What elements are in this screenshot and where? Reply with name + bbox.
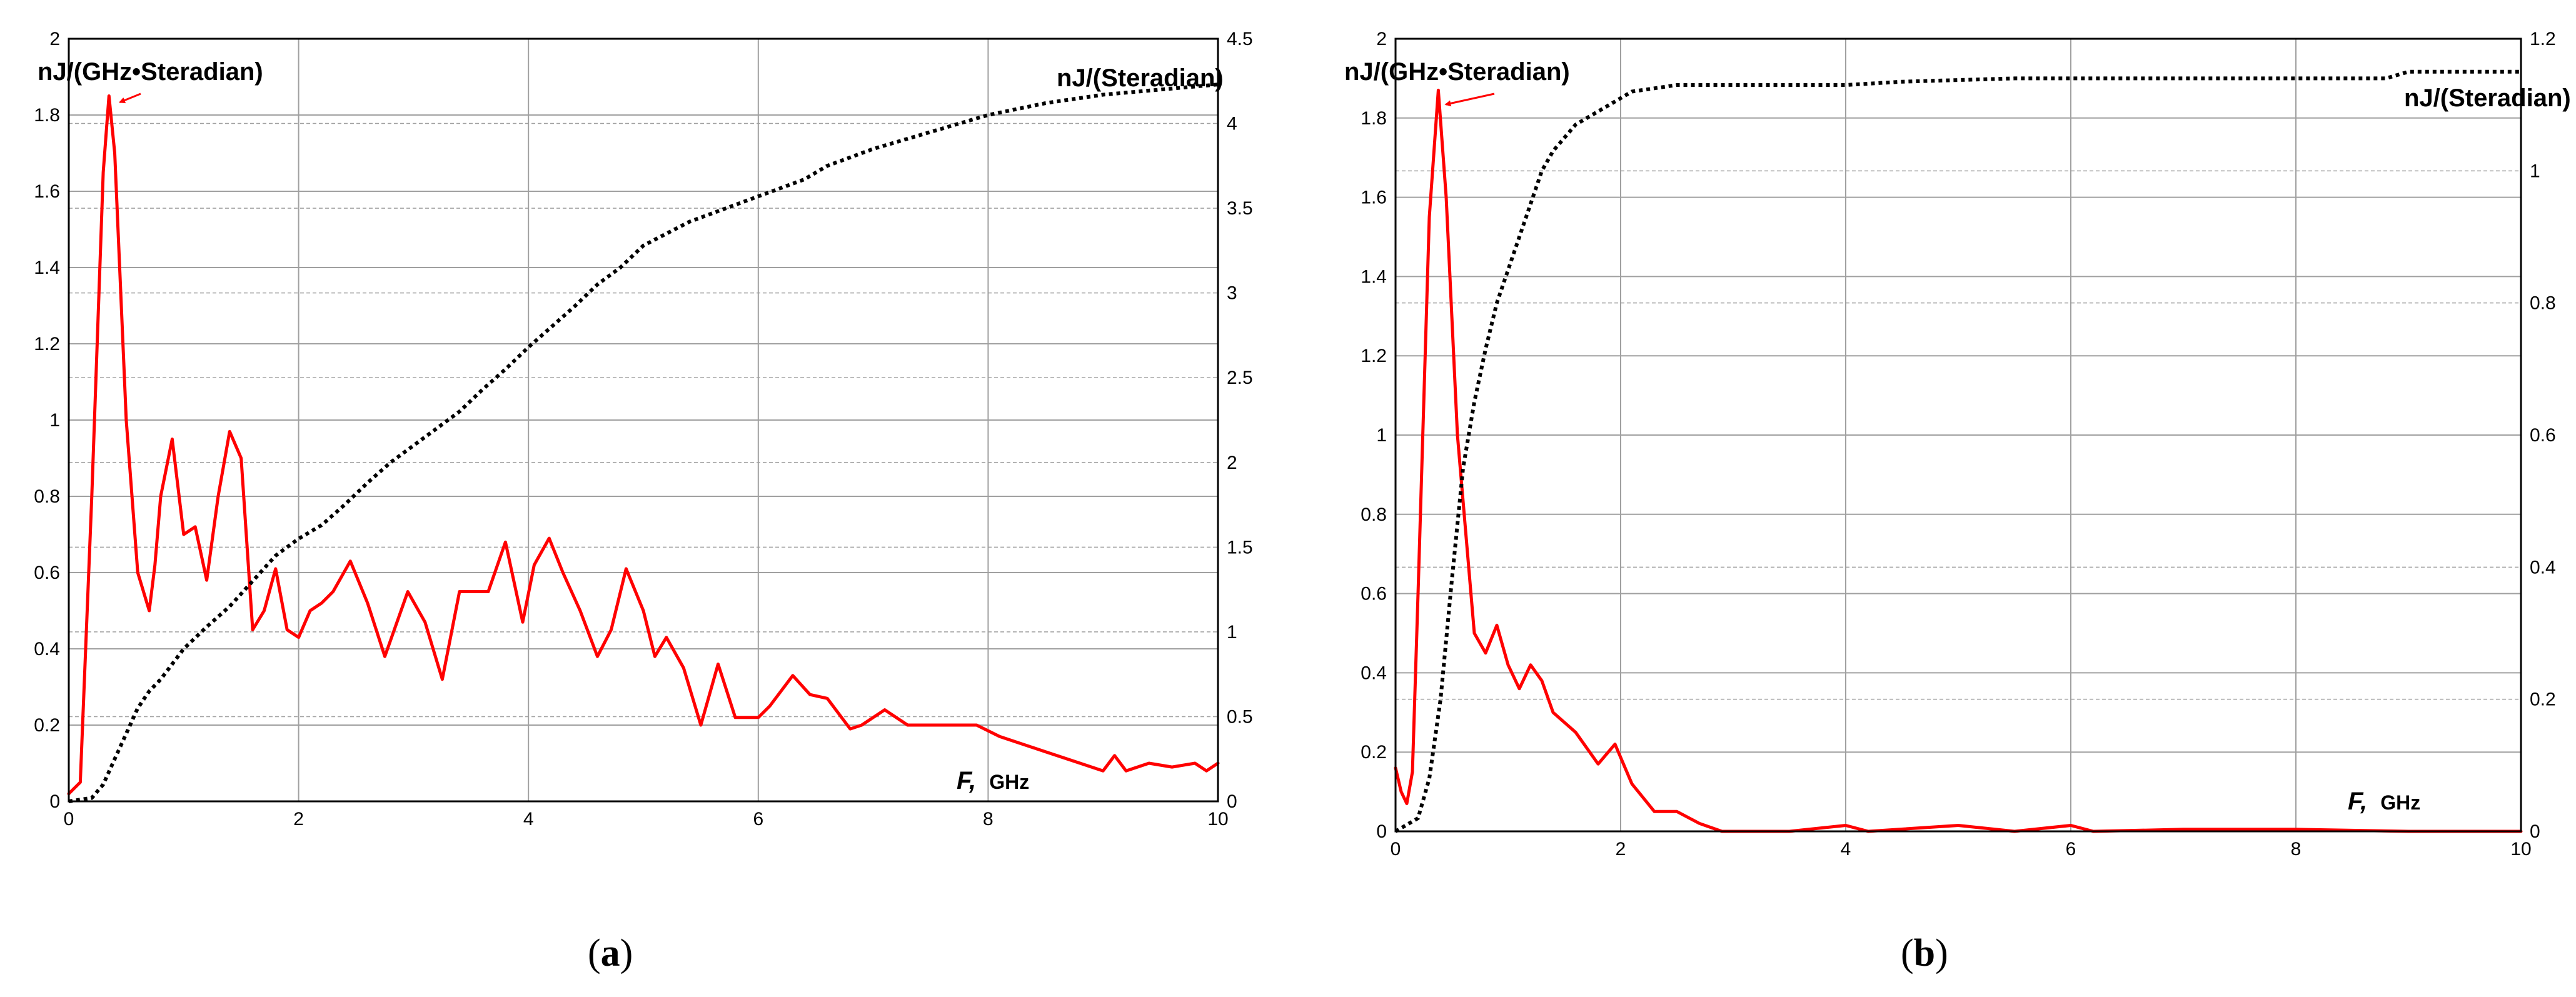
y-right-tick-label: 4 (1227, 114, 1237, 134)
y-left-tick-labels: 0 0.2 0.4 0.6 0.8 1 1.2 1.4 1.6 1.8 2 (1361, 29, 1387, 842)
x-tick-label: 6 (753, 809, 763, 829)
y-left-tick-label: 0.8 (1361, 504, 1387, 525)
y-left-tick-label: 1 (49, 410, 60, 431)
x-tick-label: 4 (523, 809, 534, 829)
y-right-tick-label: 0.5 (1227, 706, 1253, 727)
y-right-tick-label: 0 (1227, 791, 1237, 812)
x-tick-label: 4 (1841, 839, 1851, 859)
x-tick-label: 2 (1616, 839, 1626, 859)
cumulative-energy-line (1394, 69, 2521, 833)
panel-letter-b: b (1914, 932, 1935, 974)
y-left-tick-label: 1.2 (1361, 346, 1387, 366)
left-axis-unit: nJ/(GHz•Steradian) (1344, 58, 1570, 86)
panel-paren-close: ) (620, 932, 633, 974)
y-left-tick-label: 0.6 (1361, 584, 1387, 604)
x-axis-label: F, GHz (2348, 788, 2420, 815)
y-left-tick-label: 1.6 (1361, 188, 1387, 208)
y-right-tick-labels: 0 0.5 1 1.5 2 2.5 3 3.5 4 4.5 (1227, 29, 1253, 812)
series-lines (67, 83, 1220, 803)
y-left-tick-label: 1.8 (1361, 108, 1387, 129)
panel-letter-a: a (601, 932, 620, 974)
x-axis-variable: F, (2348, 788, 2367, 815)
y-left-tick-label: 2 (49, 29, 60, 49)
x-axis-label: F, GHz (957, 767, 1029, 794)
spectral-density-line (1394, 88, 2523, 833)
y-left-tick-label: 1.4 (1361, 266, 1387, 287)
spectral-density-line (67, 94, 1220, 796)
right-axis-unit: nJ/(Steradian) (1057, 64, 1224, 92)
y-right-tick-label: 1 (2530, 161, 2540, 181)
y-left-tick-label: 2 (1376, 29, 1387, 49)
y-left-tick-label: 0 (1376, 821, 1387, 842)
y-left-tick-label: 0.8 (34, 486, 60, 507)
x-tick-label: 8 (983, 809, 994, 829)
left-axis-unit: nJ/(GHz•Steradian) (38, 58, 263, 86)
y-right-tick-label: 3 (1227, 283, 1237, 304)
y-right-tick-label: 0.6 (2530, 425, 2556, 446)
y-right-tick-label: 0.2 (2530, 689, 2556, 710)
y-right-tick-labels: 0 0.2 0.4 0.6 0.8 1 1.2 (2530, 29, 2556, 842)
y-left-tick-label: 1.4 (34, 258, 60, 278)
panel-label-a: (a) (588, 932, 633, 974)
y-right-tick-label: 2 (1227, 453, 1237, 473)
y-left-tick-label: 1.2 (34, 334, 60, 354)
grid-lines (68, 38, 1219, 802)
x-tick-label: 6 (2066, 839, 2076, 859)
panel-label-b: (b) (1901, 932, 1948, 974)
x-tick-label: 10 (2510, 839, 2531, 859)
y-right-tick-label: 1.5 (1227, 537, 1253, 558)
x-tick-label: 0 (1391, 839, 1401, 859)
x-axis-variable: F, (957, 767, 976, 794)
y-right-tick-label: 0.8 (2530, 293, 2556, 314)
y-left-tick-label: 1 (1376, 425, 1387, 446)
panel-paren-open: ( (1901, 932, 1914, 974)
cumulative-energy-line (68, 83, 1219, 803)
x-tick-labels: 0 2 4 6 8 10 (64, 809, 1229, 829)
grid-lines (1395, 38, 2522, 832)
chart-panel-a: 0 2 4 6 8 10 0 0.2 0.4 0.6 0.8 1 1.2 1.4 1.6 1.8 2 0 0.5… (34, 29, 1252, 974)
x-tick-label: 0 (64, 809, 74, 829)
y-left-tick-label: 0 (49, 791, 60, 812)
x-tick-labels: 0 2 4 6 8 10 (1391, 839, 2532, 859)
y-right-tick-label: 1.2 (2530, 29, 2556, 49)
x-tick-label: 2 (293, 809, 304, 829)
y-left-tick-label: 0.4 (34, 639, 60, 659)
series-lines (1394, 69, 2523, 833)
y-right-tick-label: 3.5 (1227, 198, 1253, 219)
panel-paren-open: ( (588, 932, 601, 974)
peak-arrow (118, 93, 141, 104)
y-left-tick-labels: 0 0.2 0.4 0.6 0.8 1 1.2 1.4 1.6 1.8 2 (34, 29, 60, 812)
peak-arrow (1444, 93, 1495, 107)
y-right-tick-label: 1 (1227, 622, 1237, 643)
y-left-tick-label: 0.6 (34, 563, 60, 583)
y-right-tick-label: 0.4 (2530, 557, 2556, 578)
chart-panel-b: 0 2 4 6 8 10 0 0.2 0.4 0.6 0.8 1 1.2 1.4 1.6 1.8 2 0 0.2… (1344, 29, 2571, 974)
y-left-tick-label: 0.4 (1361, 663, 1387, 683)
panel-paren-close: ) (1935, 932, 1948, 974)
y-right-tick-label: 0 (2530, 821, 2540, 842)
y-left-tick-label: 1.6 (34, 181, 60, 202)
y-right-tick-label: 4.5 (1227, 29, 1253, 49)
plot-frame (68, 38, 1219, 803)
x-axis-unit: GHz (989, 771, 1029, 793)
y-left-tick-label: 0.2 (34, 715, 60, 736)
plot-frame (1394, 38, 2522, 833)
x-tick-label: 10 (1207, 809, 1228, 829)
y-right-tick-label: 2.5 (1227, 368, 1253, 388)
x-axis-unit: GHz (2380, 791, 2420, 814)
x-tick-label: 8 (2291, 839, 2302, 859)
y-left-tick-label: 1.8 (34, 105, 60, 126)
right-axis-unit: nJ/(Steradian) (2404, 84, 2571, 112)
y-left-tick-label: 0.2 (1361, 742, 1387, 763)
